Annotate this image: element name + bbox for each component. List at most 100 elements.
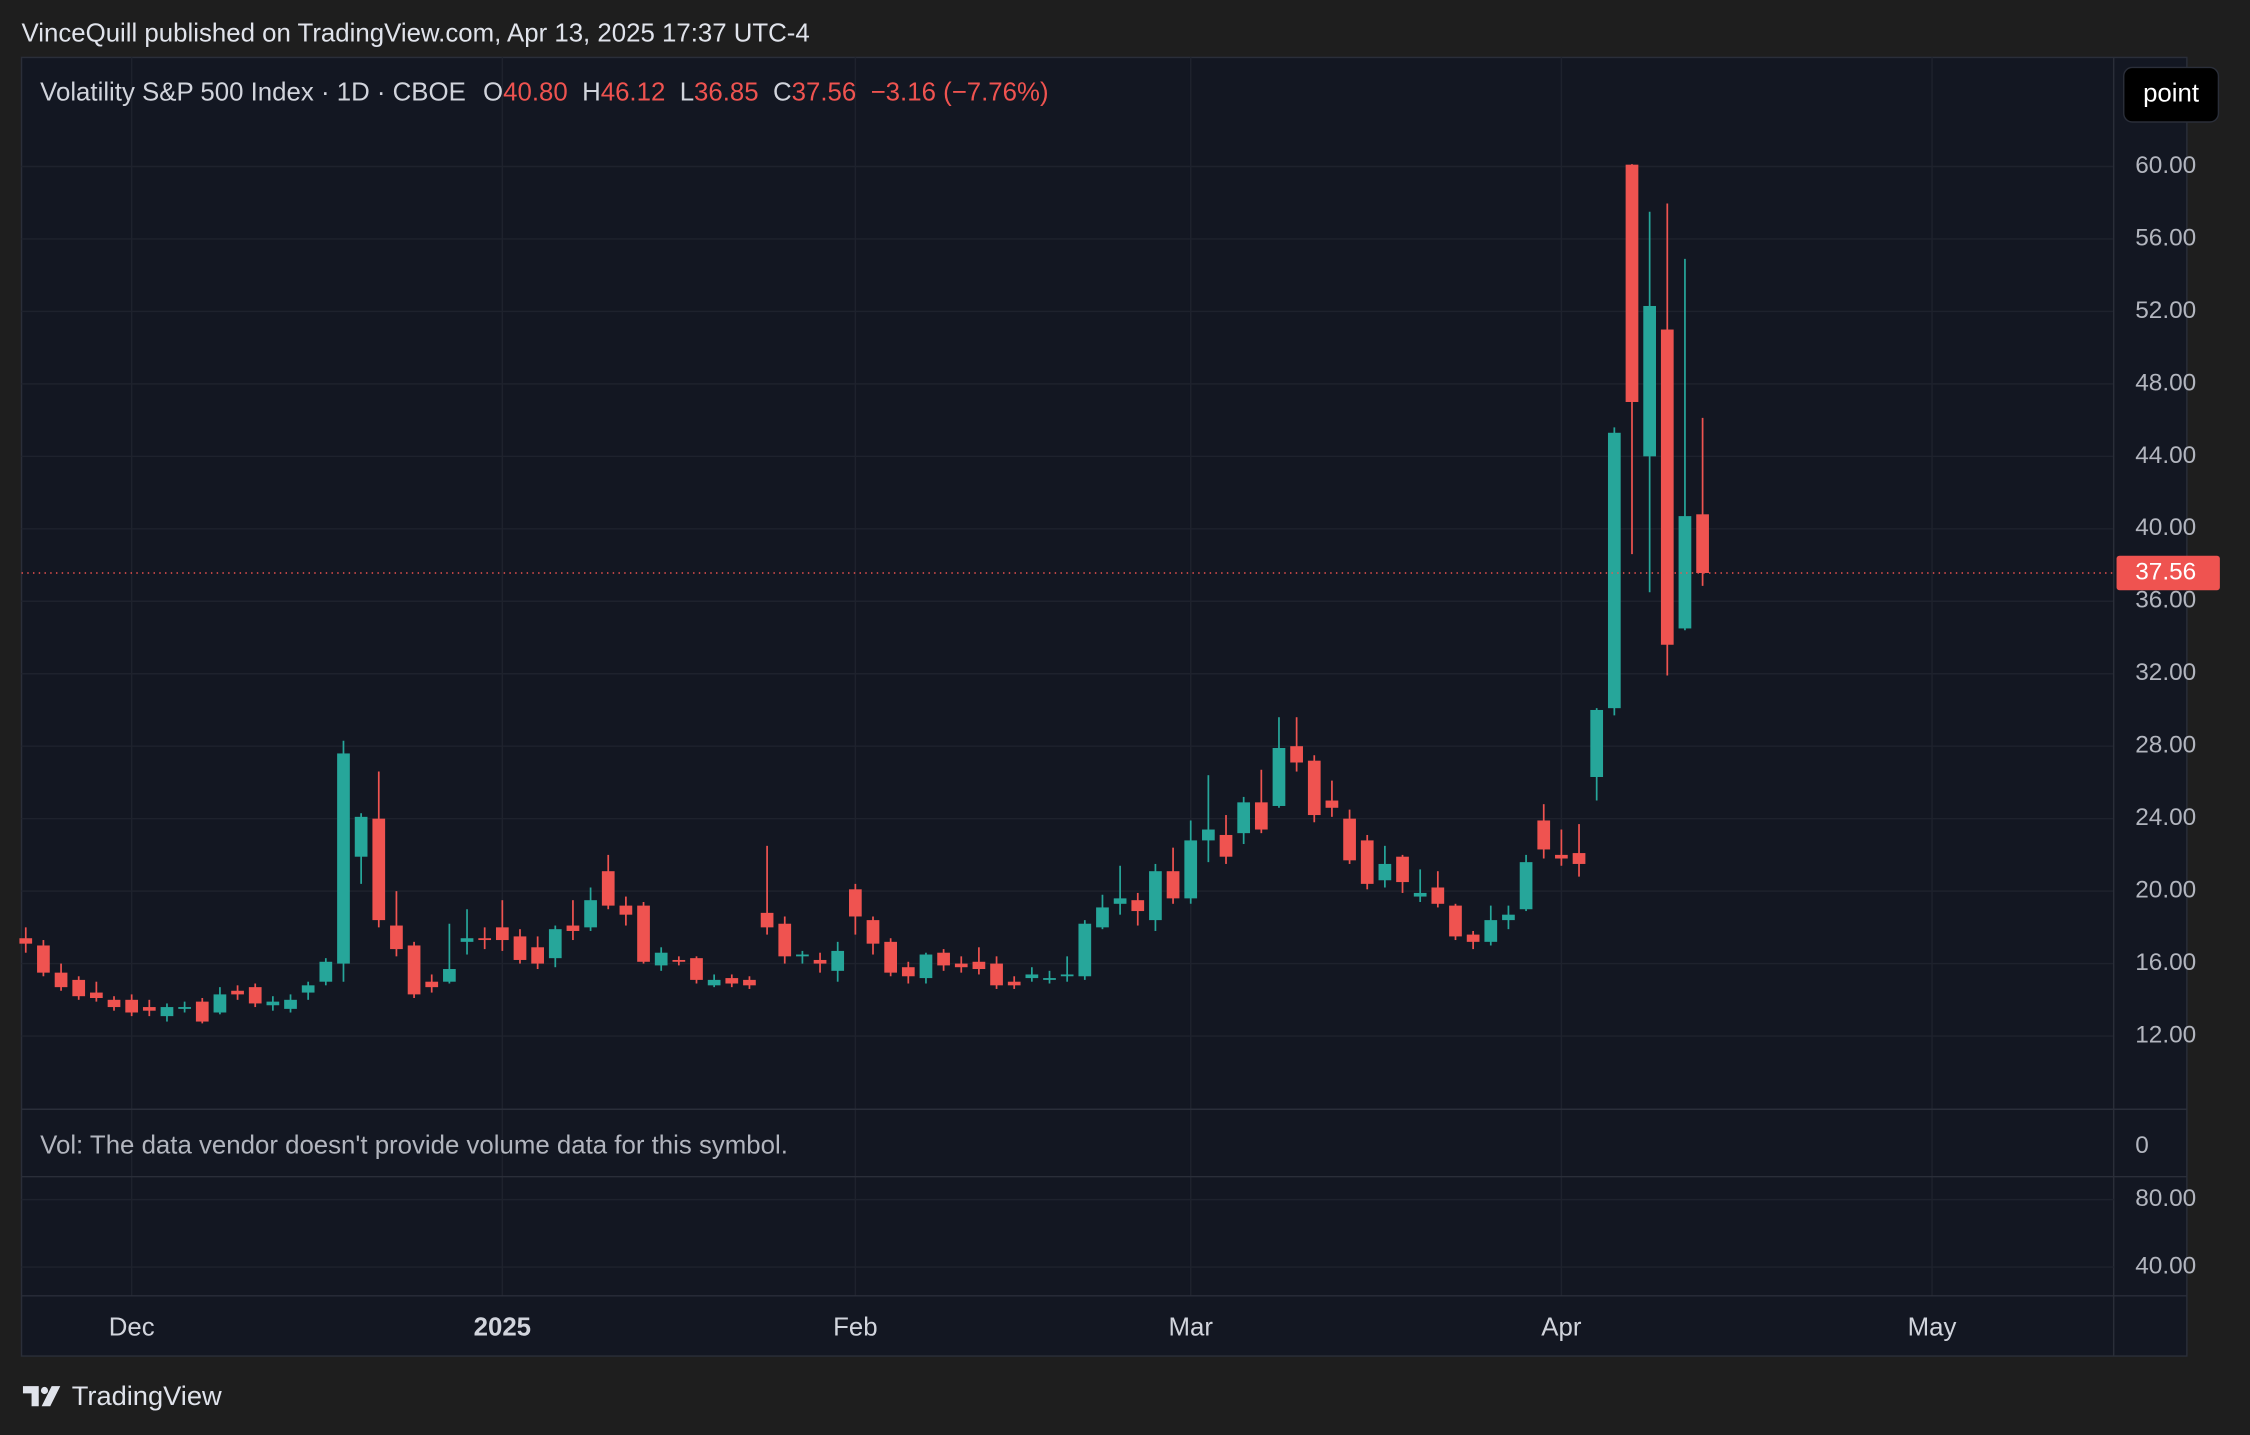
candle-body	[743, 979, 756, 986]
candle-body	[1396, 856, 1409, 883]
candle-body	[1449, 905, 1462, 937]
candle-body	[1166, 871, 1180, 899]
y-tick-label: 32.00	[2135, 659, 2196, 686]
volume-tick: 0	[2135, 1132, 2149, 1159]
candle-body	[142, 1007, 156, 1011]
legend-title: Volatility S&P 500 Index · 1D · CBOE	[40, 78, 466, 106]
candle-body	[796, 954, 809, 957]
candle-body	[1413, 892, 1427, 897]
candle-body	[548, 929, 562, 959]
candle-body	[760, 912, 774, 928]
candle-body	[178, 1007, 191, 1009]
last-price-label: 37.56	[2135, 558, 2196, 585]
candle-body	[1678, 516, 1692, 629]
candle-body	[884, 941, 898, 973]
legend-key: C	[773, 78, 792, 106]
y-tick-label: 48.00	[2135, 369, 2196, 396]
candle-body	[566, 925, 580, 931]
candle-body	[195, 1001, 209, 1022]
candle-body	[213, 994, 227, 1013]
y-tick-label: 40.00	[2135, 514, 2196, 541]
candle-body	[584, 900, 597, 928]
legend-change: −3.16 (−7.76%)	[871, 78, 1049, 106]
candle-body	[901, 967, 915, 977]
legend-value: 36.85	[694, 78, 759, 106]
candle-body	[478, 938, 492, 941]
candle-body	[1484, 920, 1498, 942]
candle-body	[654, 952, 668, 966]
logo-dot	[40, 1386, 49, 1395]
logo-mark	[22, 1386, 61, 1407]
candle-body	[266, 1001, 280, 1006]
candle-body	[1696, 514, 1709, 574]
y-tick-label: 16.00	[2135, 949, 2196, 976]
y-tick-label: 12.00	[2135, 1021, 2196, 1048]
x-tick-label: Mar	[1168, 1314, 1213, 1342]
y-tick-label: 60.00	[2135, 152, 2196, 179]
candle-body	[919, 954, 933, 979]
legend-value: 46.12	[601, 78, 666, 106]
candle-body	[1060, 974, 1074, 977]
y-tick-label: 52.00	[2135, 297, 2196, 324]
candle-body	[1025, 974, 1039, 979]
candle-body	[90, 992, 103, 999]
candle-body	[690, 958, 703, 980]
candle-body	[248, 987, 262, 1004]
legend-value: 40.80	[503, 78, 568, 106]
grid	[21, 57, 2114, 1296]
candle-body	[1431, 887, 1445, 904]
candle-body	[531, 947, 544, 964]
logo	[22, 1386, 61, 1407]
candle-body	[1078, 923, 1092, 977]
candle-body	[319, 961, 333, 982]
candle-body	[1113, 898, 1127, 904]
candle-body	[231, 990, 244, 995]
header: VinceQuill published on TradingView.com,…	[22, 19, 810, 47]
x-tick-label: Apr	[1541, 1314, 1582, 1342]
legend-key: O	[483, 78, 503, 106]
candle-body	[866, 920, 880, 944]
candle-body	[425, 981, 439, 988]
candle-body	[337, 753, 350, 964]
legend: Volatility S&P 500 Index · 1D · CBOE O40.…	[40, 78, 1048, 106]
candle-body	[1360, 840, 1374, 884]
candle-body	[1307, 760, 1321, 816]
candle-body	[1202, 829, 1215, 841]
candle-body	[707, 979, 721, 986]
candle-body	[813, 959, 827, 964]
point-button[interactable]	[2123, 66, 2220, 123]
candle-body	[937, 952, 950, 966]
candle-body	[1325, 800, 1339, 808]
candle-body	[972, 961, 986, 970]
candle-body	[107, 999, 121, 1008]
candle-body	[1572, 853, 1586, 864]
candle-body	[495, 927, 509, 941]
y-tick-label: 44.00	[2135, 442, 2196, 469]
chart-panel	[20, 56, 2188, 1357]
candle-body	[160, 1007, 174, 1017]
candle-body	[1590, 709, 1604, 777]
candle-body	[407, 945, 421, 995]
legend-key: H	[582, 78, 601, 106]
candle-body	[460, 938, 474, 942]
candle-body	[1131, 900, 1145, 912]
candle-body	[1237, 802, 1251, 834]
point-button-label[interactable]: point	[2143, 80, 2199, 108]
candle-body	[1660, 329, 1674, 645]
candle-body	[1378, 863, 1392, 881]
candle-body	[601, 871, 615, 906]
candle-body	[1254, 802, 1268, 830]
x-tick-label: 2025	[474, 1314, 531, 1342]
y-tick-label: 28.00	[2135, 732, 2196, 759]
candles	[19, 164, 1709, 1024]
candle-body	[513, 936, 527, 960]
candle-body	[954, 963, 968, 968]
candle-body	[19, 938, 33, 944]
candle-body	[1625, 164, 1639, 402]
candle-body	[125, 999, 139, 1013]
candle-body	[1149, 871, 1162, 921]
x-tick-label: May	[1908, 1314, 1957, 1342]
candle-body	[1519, 862, 1533, 910]
volume-note: Vol: The data vendor doesn't provide vol…	[40, 1131, 788, 1159]
